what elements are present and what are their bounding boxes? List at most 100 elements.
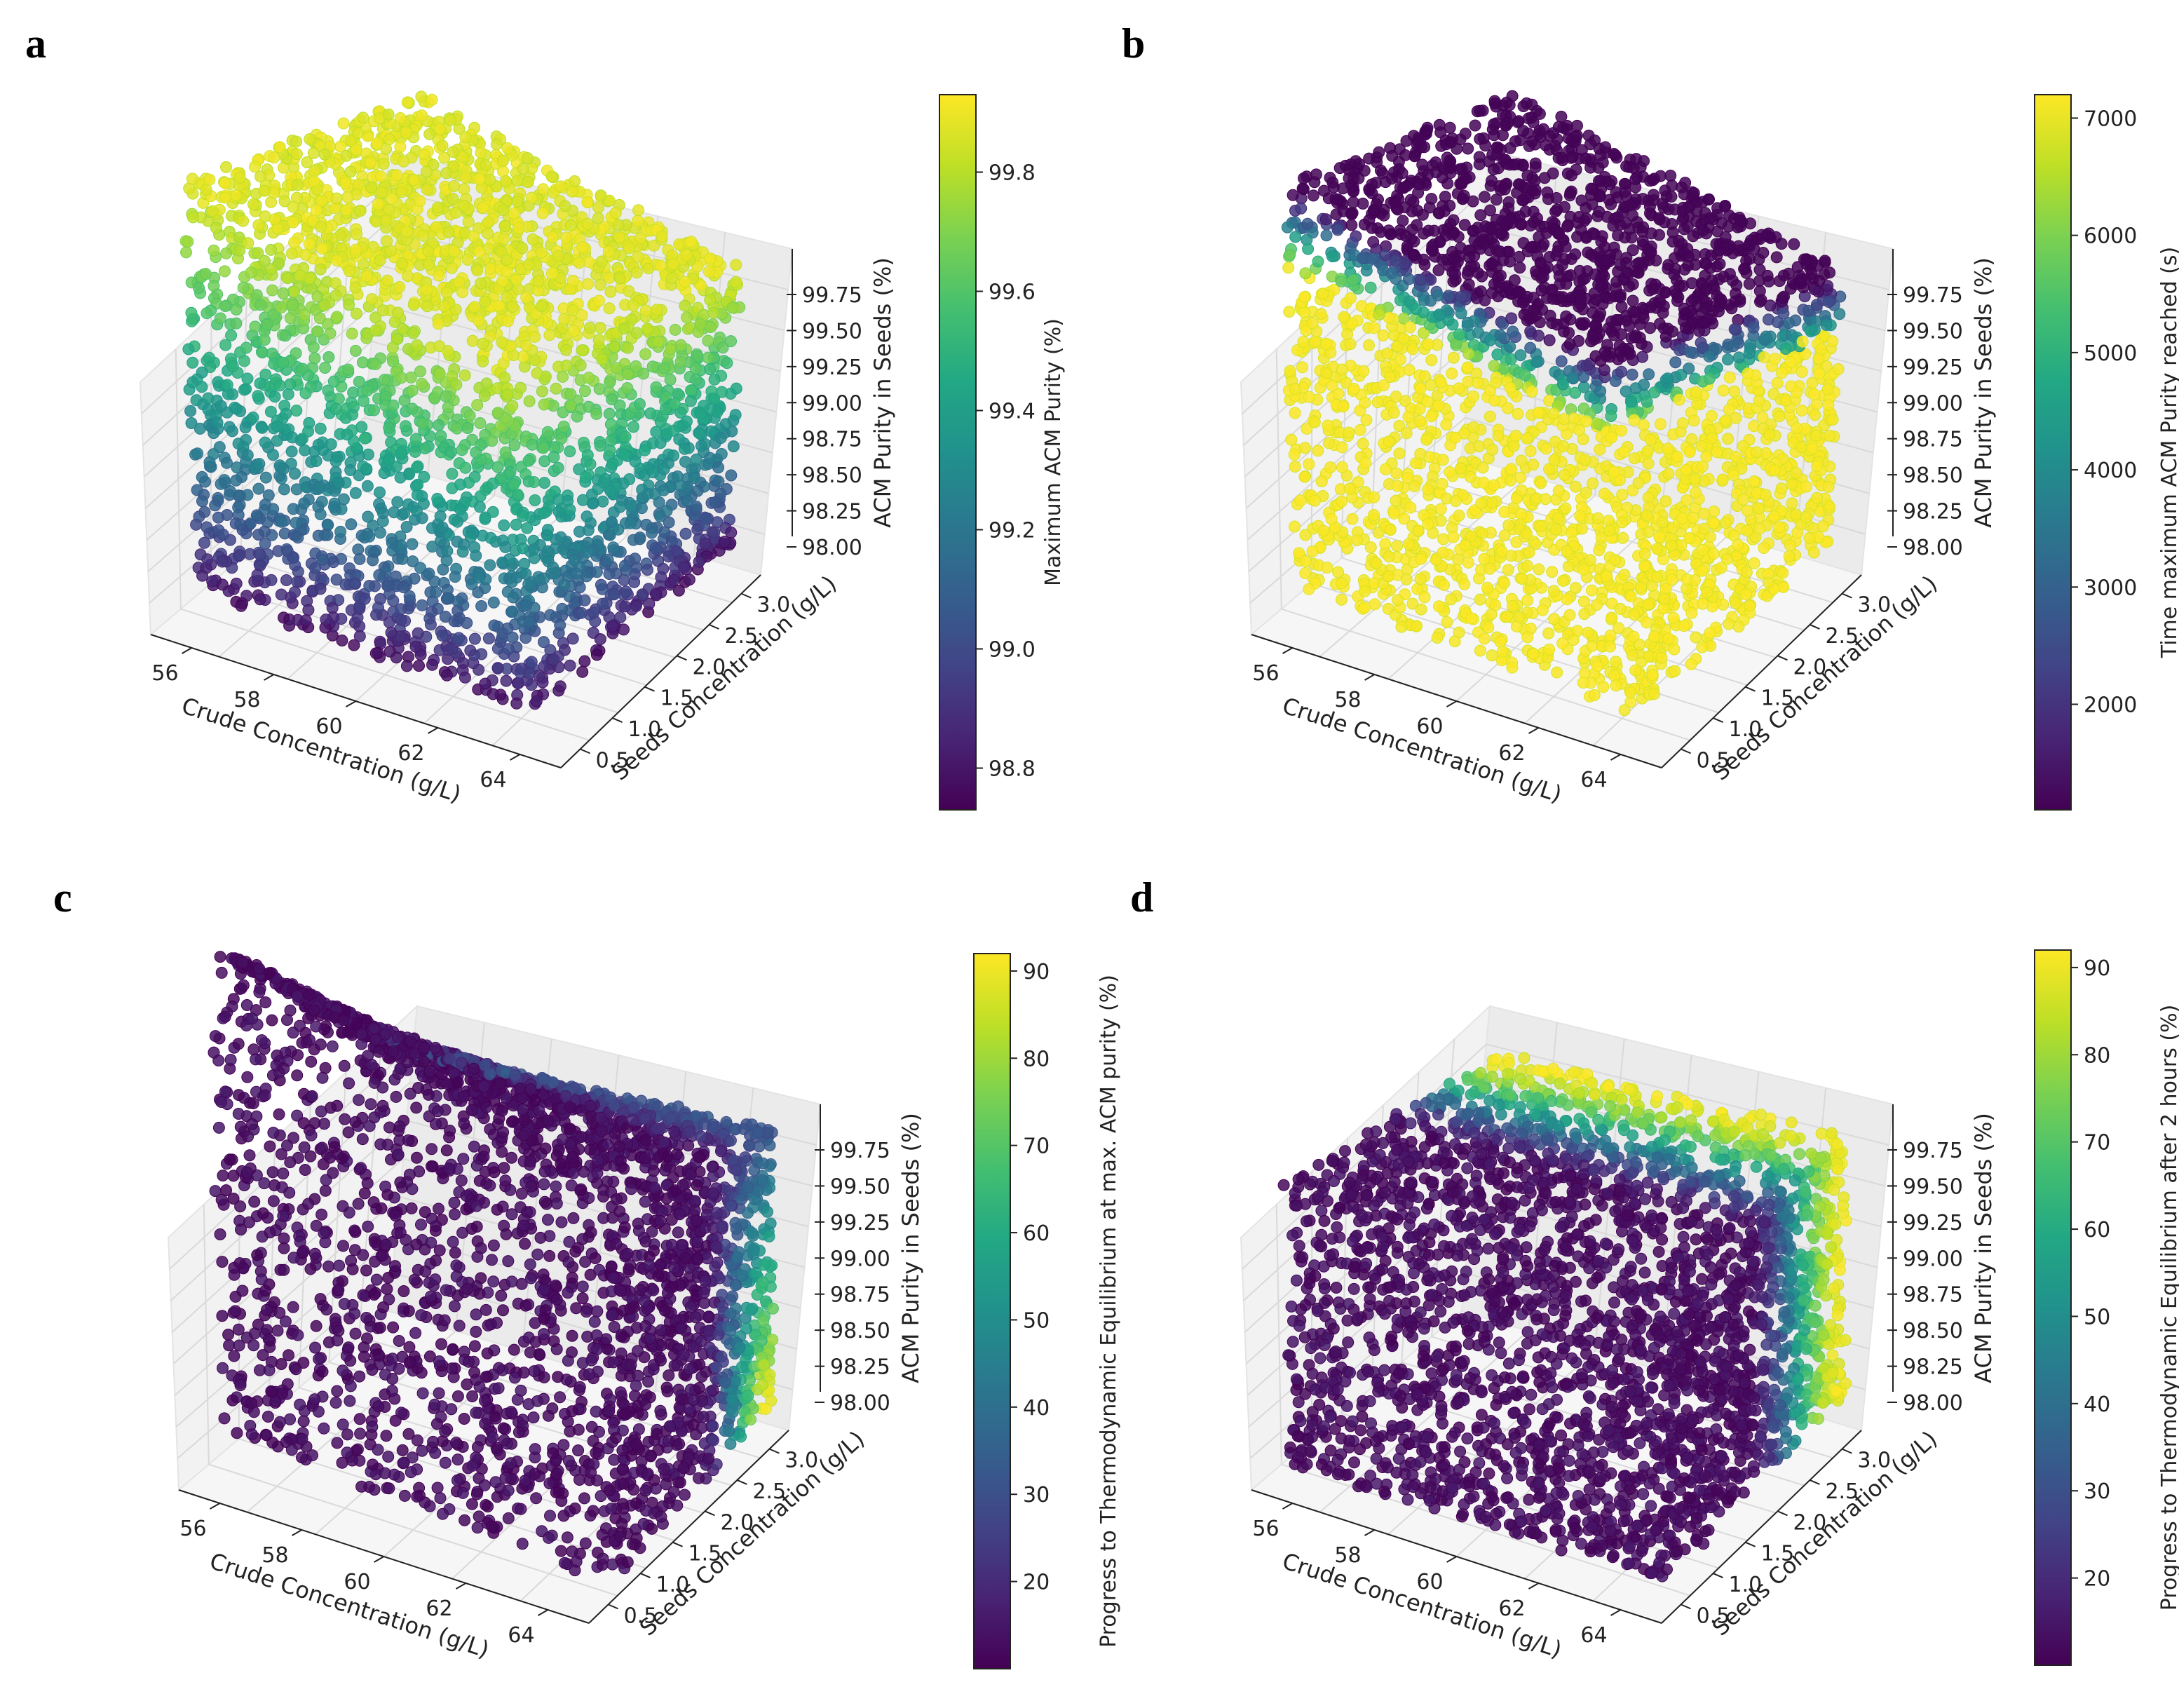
scatter-point xyxy=(491,642,504,655)
scatter-point xyxy=(497,204,510,217)
scatter-point xyxy=(1475,497,1488,510)
scatter-point xyxy=(1587,477,1599,489)
scatter-point xyxy=(249,320,262,333)
scatter-point xyxy=(475,277,487,290)
scatter-point xyxy=(1437,533,1450,545)
scatter-point xyxy=(604,376,616,388)
scatter-point xyxy=(1743,347,1756,360)
scatter-point xyxy=(250,509,263,522)
scatter-point xyxy=(416,417,429,430)
scatter-point xyxy=(1474,285,1487,298)
scatter-point xyxy=(1312,255,1324,268)
scatter-point xyxy=(411,339,423,351)
scatter-point xyxy=(444,114,456,126)
scatter-point xyxy=(320,614,332,626)
scatter-point xyxy=(1655,651,1668,664)
scatter-point xyxy=(448,245,461,257)
scatter-point xyxy=(475,600,488,612)
scatter-point xyxy=(1455,307,1467,320)
scatter-point xyxy=(268,151,280,164)
scatter-point xyxy=(269,391,281,403)
scatter-point xyxy=(1642,457,1655,470)
scatter-point xyxy=(499,446,512,459)
scatter-point xyxy=(1343,426,1355,439)
scatter-point xyxy=(1758,542,1770,554)
scatter-point xyxy=(482,632,495,645)
scatter-point xyxy=(1519,369,1531,381)
scatter-point xyxy=(511,195,524,208)
scatter-point xyxy=(1548,454,1561,466)
scatter-point xyxy=(1671,450,1684,463)
scatter-point xyxy=(1413,415,1426,427)
scatter-point xyxy=(1811,460,1824,473)
scatter-point xyxy=(1822,399,1835,412)
scatter-point xyxy=(707,306,720,319)
scatter-point xyxy=(1402,538,1415,550)
scatter-point xyxy=(658,463,670,475)
scatter-point xyxy=(538,507,550,519)
scatter-point xyxy=(609,207,622,219)
scatter-point xyxy=(622,341,634,354)
scatter-point xyxy=(278,483,290,496)
scatter-point xyxy=(1685,433,1698,445)
scatter-point xyxy=(573,257,585,269)
scatter-point xyxy=(447,146,459,158)
scatter-point xyxy=(182,236,194,248)
z-axis-label: ACM Purity in Seeds (%) xyxy=(869,257,896,528)
scatter-point xyxy=(592,334,605,346)
scatter-point xyxy=(1739,588,1752,601)
scatter-point xyxy=(484,531,497,544)
scatter-point xyxy=(1343,482,1356,495)
scatter-point xyxy=(1335,275,1348,287)
scatter-point xyxy=(594,278,606,291)
scatter-point xyxy=(550,382,562,395)
scatter-point xyxy=(1648,386,1661,399)
scatter-point xyxy=(693,427,706,440)
scatter-point xyxy=(521,522,534,534)
scatter-point xyxy=(582,545,595,558)
scatter-point xyxy=(702,334,714,347)
scatter-point xyxy=(1586,584,1598,597)
scatter-point xyxy=(630,266,643,279)
scatter-point xyxy=(1422,483,1434,496)
scatter-point xyxy=(1681,574,1693,585)
scatter-point xyxy=(1715,562,1727,574)
scatter-point xyxy=(1289,407,1301,419)
scatter-point xyxy=(1641,616,1653,629)
scatter-point xyxy=(381,235,393,248)
scatter-point xyxy=(344,464,357,476)
scatter-point xyxy=(578,594,591,606)
scatter-point xyxy=(466,334,479,347)
scatter-point xyxy=(277,287,290,299)
scatter-point xyxy=(314,583,327,595)
scatter-point xyxy=(230,304,243,316)
scatter-point xyxy=(284,312,297,325)
scatter-point xyxy=(1616,489,1629,501)
scatter-point xyxy=(1535,477,1547,489)
scatter-point xyxy=(1383,550,1395,563)
scatter-point xyxy=(1282,262,1295,274)
scatter-point xyxy=(1425,354,1438,367)
scatter-point xyxy=(1548,613,1561,625)
scatter-point xyxy=(1577,595,1590,608)
scatter-point xyxy=(704,294,717,306)
scatter-point xyxy=(400,126,412,139)
scatter-point xyxy=(1740,566,1753,578)
scatter-point xyxy=(1526,386,1538,398)
scatter-point xyxy=(446,468,459,480)
scatter-point xyxy=(1730,450,1742,463)
scatter-point xyxy=(340,149,353,162)
scatter-point xyxy=(341,191,354,203)
scatter-point xyxy=(1680,463,1692,476)
scatter-point xyxy=(190,394,203,407)
scatter-point xyxy=(1638,548,1651,560)
scatter-point xyxy=(1302,243,1315,255)
scatter-point xyxy=(1618,446,1631,459)
scatter-point xyxy=(1605,410,1617,422)
scatter-point xyxy=(608,340,620,353)
scatter-point xyxy=(618,560,631,572)
scatter-point xyxy=(1727,340,1739,353)
scatter-point xyxy=(1820,318,1833,331)
scatter-point xyxy=(1597,681,1610,693)
